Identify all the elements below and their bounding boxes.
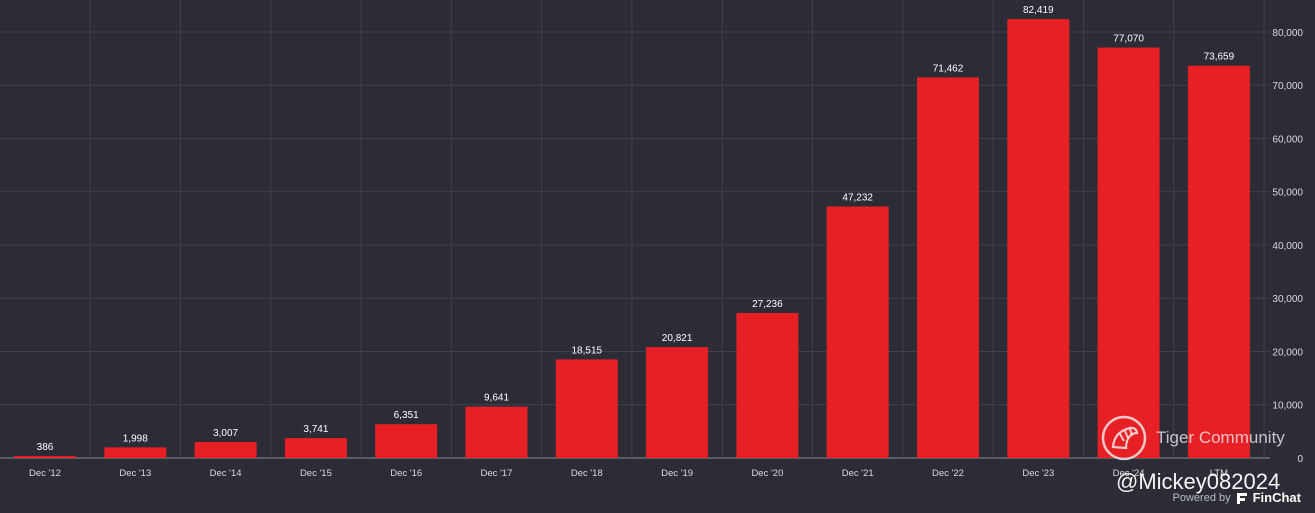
x-tick-label: Dec '21 xyxy=(842,468,874,479)
x-tick-label: Dec '22 xyxy=(932,468,964,479)
x-tick-label: Dec '24 xyxy=(1113,468,1145,479)
x-tick-label: Dec '12 xyxy=(29,468,61,479)
x-tick-label: Dec '16 xyxy=(390,468,422,479)
finchat-logo-icon xyxy=(1236,492,1247,504)
grid-lines xyxy=(0,0,1270,459)
bar xyxy=(375,424,438,458)
bar xyxy=(1187,65,1250,459)
bar xyxy=(465,406,528,458)
tiger-community-watermark: Tiger Community xyxy=(1100,414,1285,462)
data-label: 77,070 xyxy=(1113,34,1144,45)
tiger-community-logo-icon xyxy=(1101,415,1147,461)
bar xyxy=(826,206,889,458)
bar xyxy=(284,438,347,458)
bar xyxy=(646,347,709,458)
x-axis-ticks: Dec '12 Dec '13 Dec '14 Dec '15 Dec '16 Dec '… xyxy=(29,468,1228,479)
finchat-brand: FinChat xyxy=(1252,490,1301,505)
bar xyxy=(555,359,618,458)
data-label: 73,659 xyxy=(1204,52,1235,63)
data-label: 47,232 xyxy=(842,192,873,203)
x-tick-label: Dec '15 xyxy=(300,468,332,479)
data-labels: 386 1,998 3,007 3,741 6,351 9,641 18,515 20,821… xyxy=(37,5,1235,453)
y-tick-label: 10,000 xyxy=(1272,401,1303,412)
x-tick-label: Dec '20 xyxy=(751,468,783,479)
user-handle: @Mickey082024 xyxy=(1116,469,1281,494)
y-tick-label: 30,000 xyxy=(1272,294,1303,305)
data-label: 9,641 xyxy=(484,393,509,404)
x-tick-label: Dec '18 xyxy=(571,468,603,479)
y-tick-label: 80,000 xyxy=(1272,28,1303,39)
bar xyxy=(1097,47,1160,459)
bar xyxy=(917,77,979,458)
powered-by-label: Powered by xyxy=(1172,491,1231,504)
bars xyxy=(14,19,1250,459)
x-tick-label: Dec '13 xyxy=(119,468,151,479)
bar xyxy=(736,312,799,458)
powered-by-footer: Powered by FinChat xyxy=(1173,490,1301,505)
bar xyxy=(1007,19,1070,458)
y-tick-label: 70,000 xyxy=(1272,81,1303,92)
data-label: 3,007 xyxy=(213,428,238,439)
bar xyxy=(14,455,76,458)
bar xyxy=(104,447,167,458)
x-tick-label: Dec '23 xyxy=(1022,468,1054,479)
y-tick-label: 20,000 xyxy=(1272,347,1303,358)
data-label: 27,236 xyxy=(752,299,783,310)
data-label: 82,419 xyxy=(1023,5,1054,16)
x-tick-label: LTM xyxy=(1210,468,1228,479)
data-label: 1,998 xyxy=(123,433,148,444)
data-label: 386 xyxy=(37,442,54,453)
data-label: 3,741 xyxy=(303,424,328,435)
data-label: 6,351 xyxy=(394,410,419,421)
data-label: 18,515 xyxy=(572,345,603,356)
data-label: 71,462 xyxy=(933,63,964,74)
x-tick-label: Dec '19 xyxy=(661,468,693,479)
y-tick-label: 50,000 xyxy=(1272,188,1303,199)
data-label: 20,821 xyxy=(662,333,693,344)
y-tick-label: 0 xyxy=(1297,454,1303,465)
watermark-text: Tiger Community xyxy=(1156,428,1285,447)
y-axis-ticks: 0 10,000 20,000 30,000 40,000 50,000 60,000 70,… xyxy=(1272,28,1303,465)
y-tick-label: 40,000 xyxy=(1272,241,1303,252)
y-tick-label: 60,000 xyxy=(1272,134,1303,145)
x-tick-label: Dec '17 xyxy=(481,468,513,479)
x-tick-label: Dec '14 xyxy=(210,468,242,479)
bar xyxy=(194,441,257,458)
